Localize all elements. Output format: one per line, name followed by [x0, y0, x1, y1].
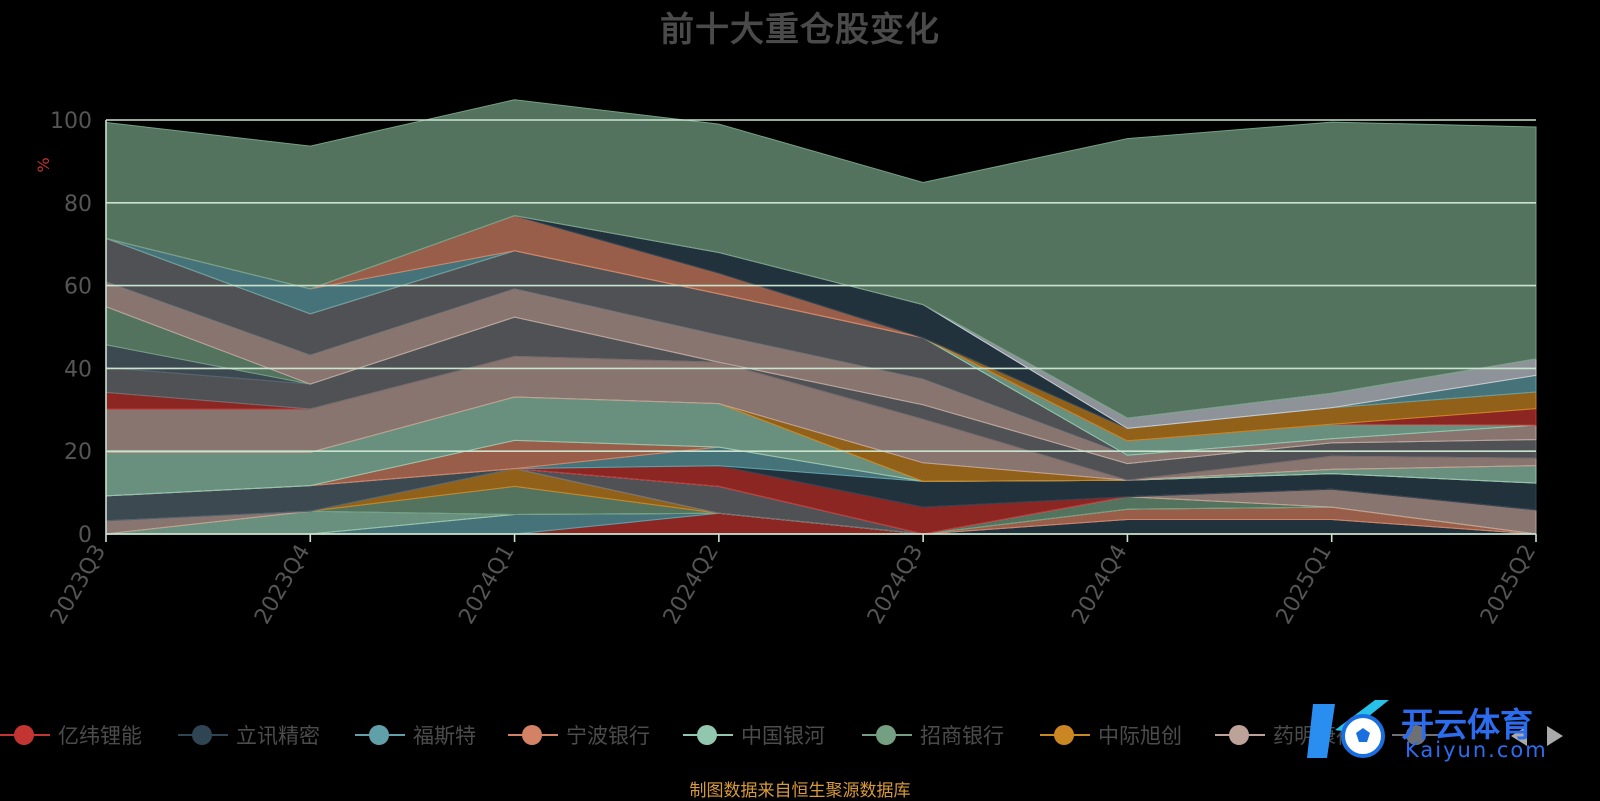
y-tick-label: 0: [78, 523, 92, 548]
legend-next-icon[interactable]: [1547, 726, 1563, 746]
x-tick-label: 2024Q3: [863, 541, 928, 629]
legend-pager[interactable]: [1497, 722, 1577, 750]
legend-marker-icon: [683, 725, 733, 745]
area-series-33: [105, 99, 1537, 419]
x-tick-label: 2024Q4: [1067, 541, 1132, 629]
legend-item[interactable]: 招商银行: [862, 718, 1004, 752]
legend-item[interactable]: [1392, 718, 1450, 752]
soccer-ball-k-icon: [1307, 700, 1389, 758]
y-tick-label: 40: [64, 357, 92, 382]
source-note: 制图数据来自恒生聚源数据库: [689, 781, 911, 801]
watermark-logo: 开云体育 Kaiyun.com: [1305, 696, 1600, 766]
legend-marker-icon: [178, 725, 228, 745]
x-tick-label: 2024Q2: [659, 541, 724, 629]
x-tick-label: 2023Q3: [46, 541, 111, 629]
legend-label: 立讯精密: [236, 724, 320, 748]
x-tick-label: 2024Q1: [454, 541, 519, 629]
legend-marker-icon: [355, 725, 405, 745]
legend-label: 招商银行: [920, 724, 1004, 748]
legend-item[interactable]: 中际旭创: [1040, 718, 1182, 752]
y-tick-label: 80: [64, 192, 92, 217]
x-tick-label: 2025Q1: [1272, 541, 1337, 629]
legend-label: 亿纬锂能: [58, 724, 142, 748]
legend-label: 中际旭创: [1098, 724, 1182, 748]
legend-prev-icon[interactable]: [1511, 726, 1527, 746]
plot-area: [105, 99, 1537, 535]
legend-item[interactable]: 宁波银行: [508, 718, 650, 752]
x-tick-label: 2023Q4: [250, 541, 315, 629]
legend-marker-icon: [1392, 725, 1442, 745]
legend-marker-icon: [1040, 725, 1090, 745]
y-tick-label: 60: [64, 275, 92, 300]
legend-label: 中国银河: [741, 724, 825, 748]
legend-item[interactable]: 亿纬锂能: [0, 718, 142, 752]
y-tick-label: 100: [50, 109, 92, 134]
watermark-text-en: Kaiyun.com: [1405, 738, 1548, 762]
chart-title: 前十大重仓股变化: [660, 10, 940, 50]
legend-item[interactable]: 福斯特: [355, 718, 476, 752]
legend-marker-icon: [0, 725, 50, 745]
y-axis-label: %: [34, 157, 53, 172]
legend-label: 宁波银行: [566, 724, 650, 748]
watermark-text-cn: 开云体育: [1401, 705, 1533, 744]
legend-item[interactable]: 立讯精密: [178, 718, 320, 752]
legend-marker-icon: [1215, 725, 1265, 745]
legend-item[interactable]: 中国银河: [683, 718, 825, 752]
x-tick-label: 2025Q2: [1476, 541, 1541, 629]
legend-label: 福斯特: [413, 724, 476, 748]
legend-marker-icon: [862, 725, 912, 745]
y-tick-label: 20: [64, 440, 92, 465]
legend-marker-icon: [508, 725, 558, 745]
